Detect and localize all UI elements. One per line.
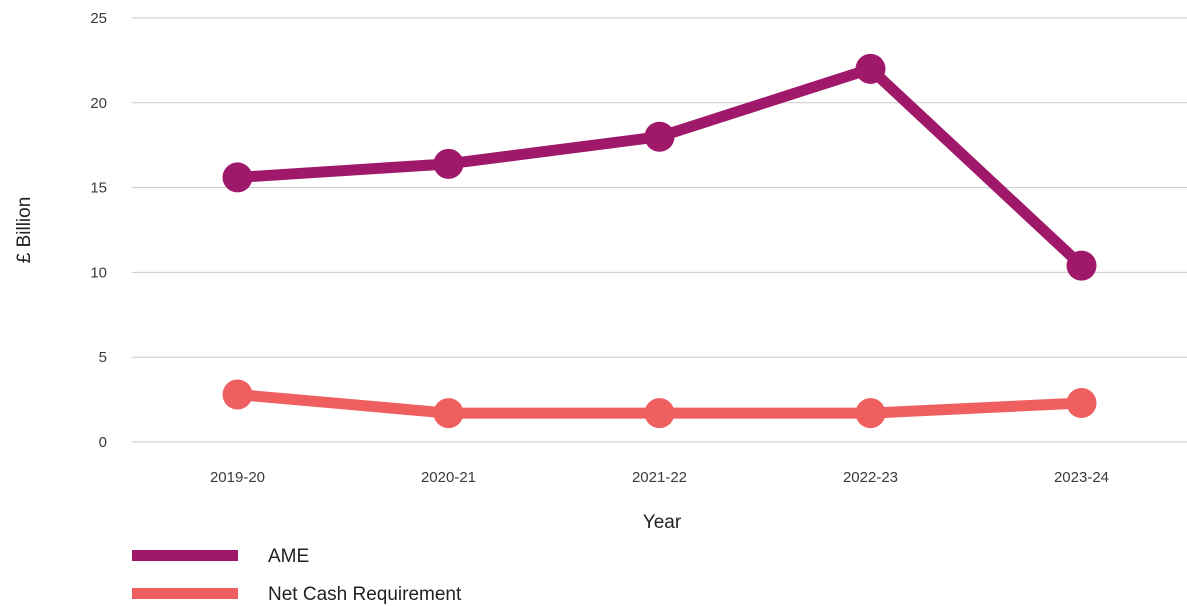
x-tick-label: 2021-22 [632, 469, 687, 486]
legend-swatch [132, 588, 238, 599]
y-tick-label: 5 [99, 349, 107, 366]
x-tick-label: 2020-21 [421, 469, 476, 486]
data-point [222, 379, 253, 410]
data-point [1066, 250, 1097, 281]
series-1 [222, 379, 1097, 429]
data-point [433, 148, 464, 179]
data-point [433, 398, 464, 429]
data-point [644, 398, 675, 429]
y-axis-title: £ Billion [14, 197, 35, 264]
data-point [1066, 387, 1097, 418]
data-point [222, 162, 253, 193]
series-group [222, 53, 1097, 429]
data-point [644, 121, 675, 152]
x-axis-ticks: 2019-20 2020-21 2021-22 2022-23 2023-24 [210, 469, 1109, 486]
y-tick-label: 25 [90, 10, 107, 27]
y-tick-label: 0 [99, 434, 107, 451]
y-tick-label: 20 [90, 95, 107, 112]
gridlines [132, 17, 1187, 443]
x-tick-label: 2023-24 [1054, 469, 1109, 486]
y-axis-ticks: 0 5 10 15 20 25 [90, 10, 107, 451]
x-tick-label: 2022-23 [843, 469, 898, 486]
data-point [855, 53, 886, 84]
y-tick-label: 15 [90, 180, 107, 197]
legend-label: Net Cash Requirement [268, 584, 462, 605]
legend-label: AME [268, 546, 309, 567]
x-tick-label: 2019-20 [210, 469, 265, 486]
legend-swatch [132, 550, 238, 561]
y-tick-label: 10 [90, 264, 107, 281]
x-axis-title: Year [643, 512, 682, 533]
series-0 [222, 53, 1097, 281]
series-line [232, 63, 1087, 272]
legend: AME Net Cash Requirement [132, 546, 462, 605]
data-point [855, 398, 886, 429]
